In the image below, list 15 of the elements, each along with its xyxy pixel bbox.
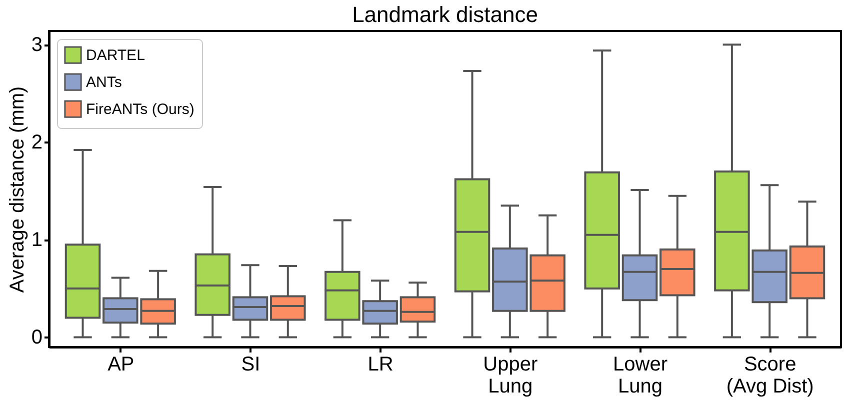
legend-label: ANTs (86, 74, 122, 91)
chart-title: Landmark distance (352, 2, 538, 27)
y-tick-label: 3 (31, 34, 42, 56)
x-tick-label: AP (108, 354, 134, 376)
y-tick-label: 1 (31, 229, 42, 252)
legend-label: DARTEL (86, 47, 145, 64)
x-tick-label: LR (368, 354, 394, 376)
legend-label: FireANTs (Ours) (86, 101, 194, 118)
x-tick-label: SI (241, 354, 260, 376)
x-tick-label: Lower Lung (613, 354, 668, 398)
y-axis-title: Average distance (mm) (6, 86, 28, 293)
y-tick-label: 0 (31, 326, 42, 349)
y-tick-label: 2 (31, 132, 42, 154)
x-tick-label: Score (Avg Dist) (726, 354, 814, 398)
x-tick-label: Upper Lung (483, 354, 538, 398)
